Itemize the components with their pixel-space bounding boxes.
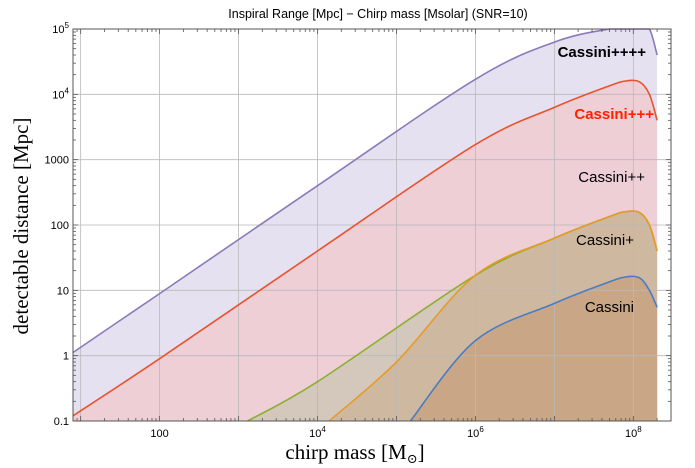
x-axis-label: chirp mass [M⊙] <box>285 440 424 466</box>
y-tick-label-0: 0.1 <box>54 416 69 428</box>
axis-ticks: 100 104 106 108 0.1 1 10 100 1000 104 105 <box>45 21 672 440</box>
series-label-2: Cassini++ <box>578 169 645 186</box>
y-tick-label-5: 104 <box>52 86 69 101</box>
series-labels: Cassini++++ Cassini+++ Cassini++ Cassini+ Ca… <box>558 44 655 316</box>
x-tick-label-0: 100 <box>150 428 168 440</box>
plot-fills <box>73 29 658 421</box>
y-tick-label-1: 1 <box>63 351 69 363</box>
series-line-4 <box>409 275 658 422</box>
x-tick-label-3: 108 <box>625 425 642 440</box>
y-tick-label-3: 100 <box>51 220 69 232</box>
series-label-0: Cassini++++ <box>558 44 647 61</box>
chart-title: Inspiral Range [Mpc] − Chirp mass [Msola… <box>228 7 527 21</box>
y-axis-label: detectable distance [Mpc] <box>9 118 33 335</box>
series-label-4: Cassini <box>585 299 634 316</box>
x-tick-label-2: 106 <box>467 425 484 440</box>
series-lines <box>72 28 658 422</box>
grid-lines <box>73 28 671 422</box>
series-label-3: Cassini+ <box>576 232 634 249</box>
series-fill-4 <box>410 276 658 421</box>
y-tick-label-6: 105 <box>52 21 69 36</box>
y-tick-label-2: 10 <box>57 285 69 297</box>
series-line-3 <box>328 210 658 422</box>
y-tick-label-4: 1000 <box>45 155 69 167</box>
x-axis-label-sub: ⊙ <box>407 451 418 466</box>
series-line-1 <box>72 79 658 417</box>
x-axis-label-close: ] <box>418 440 425 464</box>
x-tick-label-1: 104 <box>309 425 326 440</box>
series-label-1: Cassini+++ <box>574 106 654 123</box>
